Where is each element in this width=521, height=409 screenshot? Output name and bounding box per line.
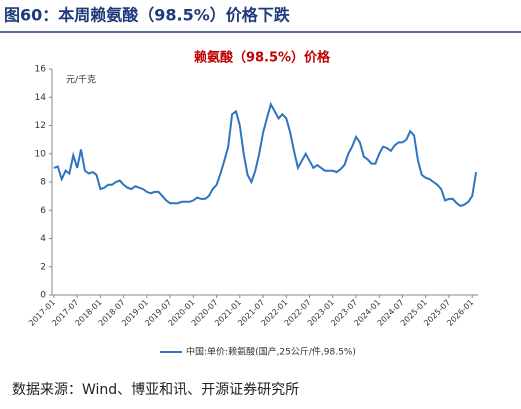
- y-tick-label: 8: [40, 178, 46, 188]
- series-line: [53, 101, 478, 208]
- figure-title: 图60：本周赖氨酸（98.5%）价格下跌: [4, 6, 291, 25]
- y-tick-label: 6: [40, 206, 46, 216]
- y-tick-label: 4: [40, 234, 46, 244]
- y-tick-label: 2: [40, 262, 46, 272]
- y-tick-label: 10: [35, 149, 47, 159]
- source: 数据来源：Wind、博亚和讯、开源证券研究所: [12, 381, 299, 398]
- y-tick-label: 0: [40, 291, 46, 301]
- y-tick-label: 12: [35, 121, 46, 131]
- legend-label: 中国:单价:赖氨酸(国产,25公斤/件,98.5%): [186, 346, 356, 358]
- y-tick-label: 14: [35, 93, 47, 103]
- y-unit: 元/千克: [66, 75, 96, 86]
- y-tick-label: 16: [35, 65, 47, 75]
- chart-title: 赖氨酸（98.5%）价格: [194, 50, 331, 66]
